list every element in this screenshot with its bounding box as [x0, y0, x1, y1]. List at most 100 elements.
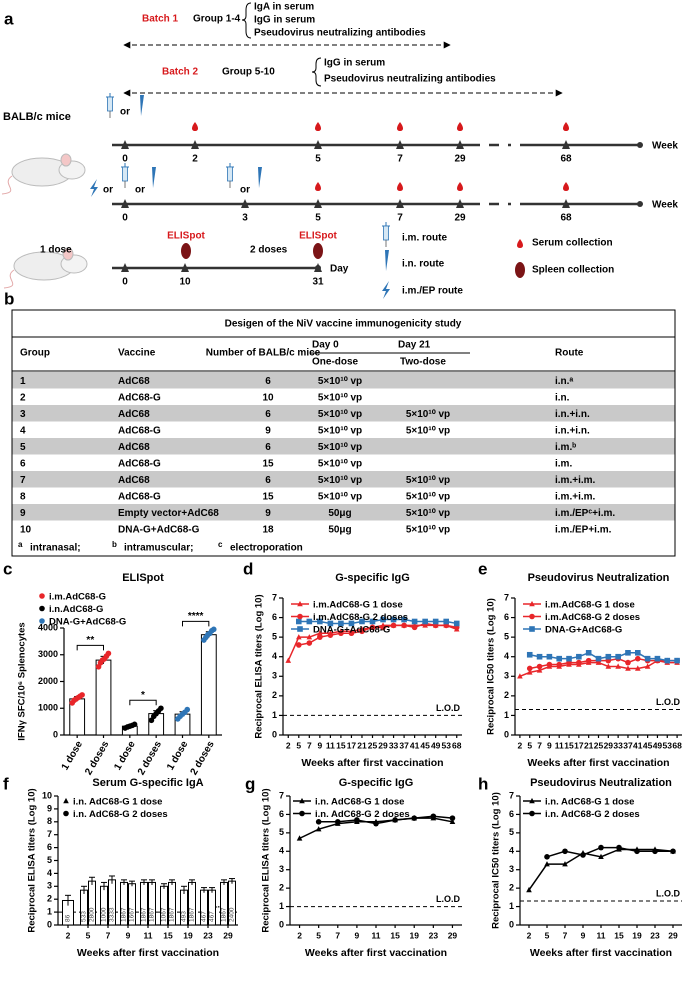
y-tick-label: 4: [272, 651, 277, 661]
x-tick-label: 23: [650, 930, 660, 940]
x-tick-label: 19: [409, 930, 419, 940]
x-tick-label: 33: [389, 740, 399, 750]
x-tick-label: 25: [594, 740, 604, 750]
table-cell: i.n.ᵃ: [555, 376, 573, 387]
table-cell: 10: [262, 392, 274, 403]
titer-label: 1867: [141, 907, 148, 922]
serum-drop: [457, 182, 463, 191]
y-tick-label: 5: [509, 827, 514, 837]
time-marker: [191, 140, 199, 149]
table-cell: 5×10¹⁰ vp: [406, 425, 450, 436]
data-point: [585, 657, 592, 664]
x-tick-label: 5: [527, 740, 532, 750]
mouse-tail: [3, 269, 15, 289]
y-tick-label: 0: [53, 729, 58, 739]
data-point: [315, 819, 322, 825]
time-label: 68: [560, 213, 572, 224]
data-point: [348, 620, 355, 627]
data-point: [580, 852, 586, 858]
y-tick-label: 4000: [38, 622, 58, 632]
nasal-tip: [140, 95, 144, 116]
legend-label: i.m.AdC68-G 1 dose: [545, 600, 635, 611]
ep-bolt: [382, 281, 390, 299]
readout: Pseudovirus neutralizing antibodies: [324, 74, 496, 85]
data-point: [443, 618, 450, 625]
table-cell: AdC68-G: [118, 392, 161, 403]
significance-bracket: [76, 644, 104, 651]
table-cell: 5×10¹⁰ vp: [318, 425, 362, 436]
y-tick-label: 3: [509, 864, 514, 874]
data-point: [401, 622, 407, 629]
data-point: [674, 657, 680, 664]
table-cell: i.n.: [555, 392, 570, 403]
time-marker: [396, 140, 404, 149]
table-cell: 2: [20, 392, 26, 403]
table-cell: 5×10¹⁰ vp: [318, 475, 362, 486]
x-tick-label: 53: [441, 740, 451, 750]
mouse-tail: [1, 175, 13, 195]
y-tick-label: 10: [42, 790, 52, 800]
footnote-mark: a: [18, 540, 23, 549]
data-point: [338, 630, 344, 637]
y-tick-label: 6: [279, 809, 284, 819]
serum-drop: [397, 122, 403, 131]
y-tick-label: 7: [279, 790, 284, 800]
batch-groups: Group 1-4: [193, 14, 241, 25]
data-point: [411, 624, 418, 631]
lod-label: L.O.D: [656, 888, 680, 898]
series-line: [298, 622, 457, 646]
time-marker: [456, 140, 464, 149]
y-tick-label: 5: [272, 632, 277, 642]
data-point: [556, 655, 563, 662]
x-tick-label: 2 doses: [83, 739, 111, 777]
data-point: [306, 618, 313, 625]
y-tick-label: 6: [509, 809, 514, 819]
time-label: 29: [454, 154, 466, 165]
x-tick-label: 7: [307, 740, 312, 750]
readout: IgG in serum: [254, 15, 315, 26]
lod-label: L.O.D: [656, 697, 680, 707]
data-point: [566, 655, 572, 662]
x-tick-label: 45: [643, 740, 653, 750]
data-point: [576, 659, 582, 666]
panel-label: c: [3, 559, 12, 578]
data-point: [634, 655, 641, 662]
table-header: Group: [20, 348, 50, 359]
panel-label: a: [4, 9, 14, 28]
legend-marker: [299, 810, 305, 817]
time-marker: [562, 140, 570, 149]
table-cell: AdC68: [118, 409, 150, 420]
y-tick-label: 7: [47, 829, 52, 839]
y-tick-label: 4: [279, 846, 284, 856]
time-marker: [314, 199, 322, 208]
x-tick-label: 41: [410, 740, 420, 750]
or-label: or: [103, 185, 113, 196]
chart-title: G-specific IgG: [335, 572, 410, 584]
data-point: [536, 667, 543, 673]
y-tick-label: 2: [272, 690, 277, 700]
serum-drop: [563, 182, 569, 191]
x-tick-label: 15: [614, 930, 624, 940]
x-tick-label: 68: [452, 740, 462, 750]
legend-label: DNA-G+AdC68-G: [313, 625, 390, 636]
assay-label: ELISpot: [299, 231, 337, 242]
data-point: [306, 634, 313, 640]
readout: IgA in serum: [254, 2, 314, 13]
time-marker: [241, 199, 249, 208]
titer-label: 467: [201, 911, 208, 922]
table-cell: 5×10¹⁰ vp: [406, 508, 450, 519]
x-tick-label: 49: [653, 740, 663, 750]
data-point: [380, 624, 386, 631]
or-label: or: [240, 185, 250, 196]
table-cell: i.m./EP+i.m.: [555, 524, 612, 535]
data-point: [105, 650, 112, 657]
table-cell: i.n.+i.n.: [555, 409, 590, 420]
row-shade: [12, 372, 675, 389]
x-tick-label: 9: [547, 740, 552, 750]
table-cell: 5×10¹⁰ vp: [318, 376, 362, 387]
x-tick-label: 29: [223, 930, 233, 940]
data-point: [536, 653, 543, 660]
table-border: [11, 309, 676, 557]
data-point: [546, 653, 553, 660]
